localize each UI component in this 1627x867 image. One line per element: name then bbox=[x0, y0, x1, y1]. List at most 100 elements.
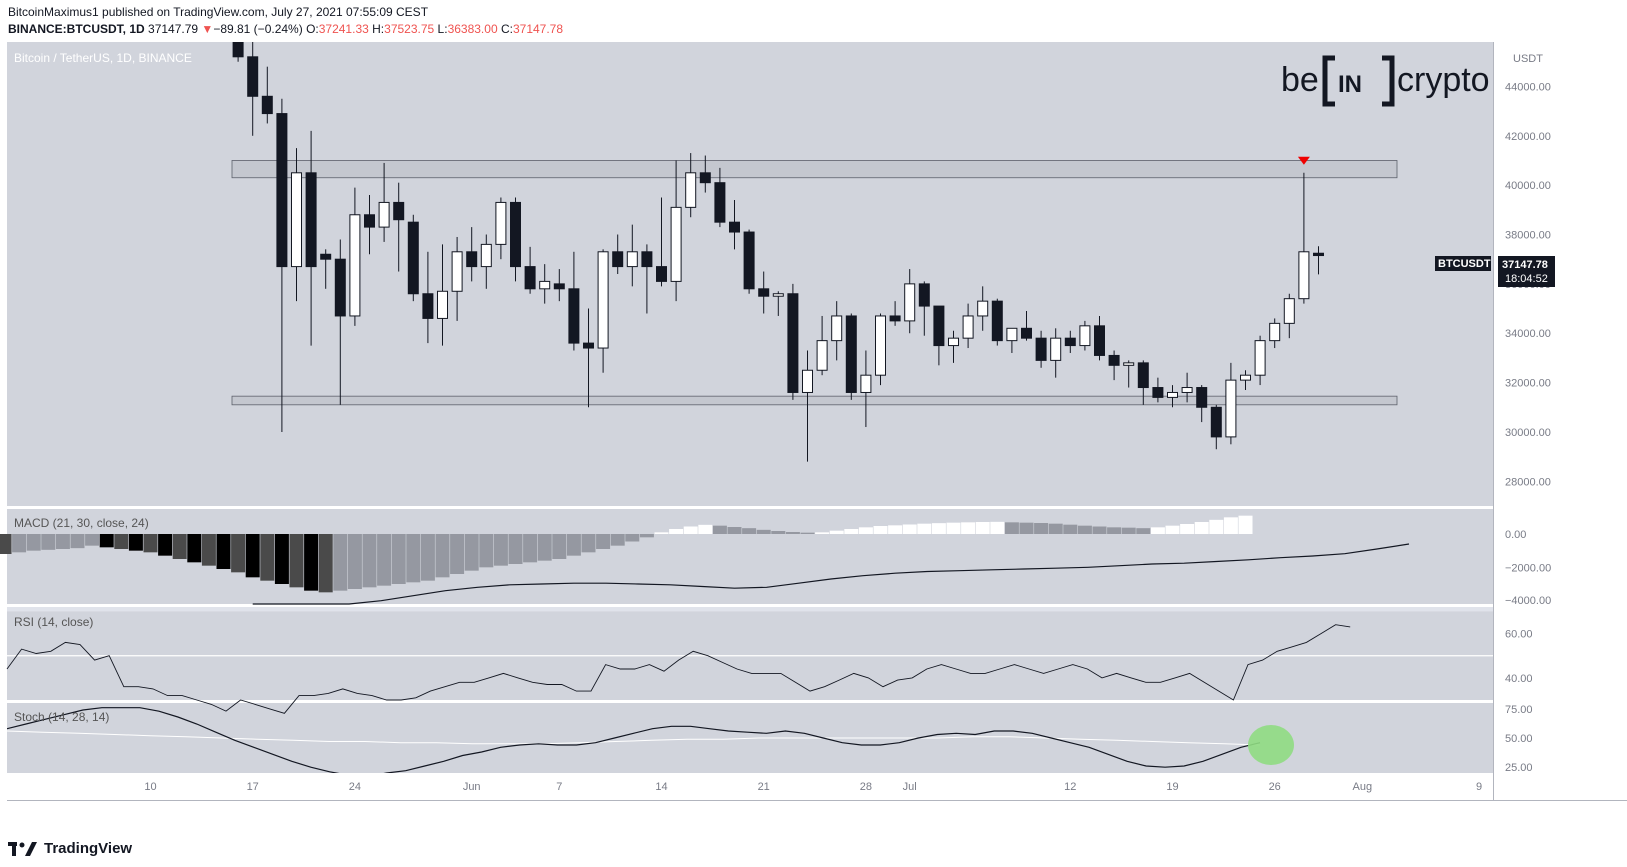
candle[interactable] bbox=[612, 251, 624, 268]
candle[interactable] bbox=[232, 12, 244, 58]
candle[interactable] bbox=[451, 251, 463, 292]
candle[interactable] bbox=[276, 113, 288, 268]
macd-title: MACD (21, 30, close, 24) bbox=[14, 516, 149, 530]
candle[interactable] bbox=[422, 293, 434, 319]
macd-histogram-bar bbox=[1063, 524, 1078, 534]
candle[interactable] bbox=[305, 172, 317, 268]
candle[interactable] bbox=[1050, 337, 1062, 361]
candle[interactable] bbox=[933, 305, 945, 347]
macd-signal-line bbox=[252, 543, 1410, 605]
candle[interactable] bbox=[524, 266, 536, 290]
candle[interactable] bbox=[437, 290, 448, 319]
candle[interactable] bbox=[772, 293, 784, 297]
candle[interactable] bbox=[1254, 340, 1266, 376]
candle[interactable] bbox=[816, 340, 828, 371]
candle[interactable] bbox=[1210, 406, 1222, 438]
time-tick-label: 14 bbox=[655, 781, 667, 793]
candle[interactable] bbox=[1094, 325, 1105, 356]
candle[interactable] bbox=[334, 258, 346, 317]
candle[interactable] bbox=[364, 214, 375, 228]
candle[interactable] bbox=[641, 251, 653, 268]
candle[interactable] bbox=[1021, 327, 1032, 339]
macd-histogram-bar bbox=[377, 534, 392, 586]
price-change: −89.81 (−0.24%) bbox=[213, 22, 303, 36]
candle[interactable] bbox=[466, 251, 478, 268]
candle[interactable] bbox=[291, 172, 302, 268]
macd-histogram-bar bbox=[333, 534, 348, 591]
candle[interactable] bbox=[699, 172, 711, 184]
candle[interactable] bbox=[1181, 387, 1193, 393]
candle[interactable] bbox=[860, 374, 872, 393]
candle[interactable] bbox=[802, 369, 813, 393]
candle[interactable] bbox=[977, 300, 989, 317]
logo-in: IN bbox=[1338, 71, 1362, 98]
candle[interactable] bbox=[1225, 379, 1237, 438]
macd-histogram-bar bbox=[931, 523, 946, 534]
candle[interactable] bbox=[729, 221, 740, 233]
candle[interactable] bbox=[510, 201, 521, 268]
macd-histogram-bar bbox=[610, 534, 625, 546]
candle[interactable] bbox=[597, 251, 609, 349]
symbol-tag-bg bbox=[1435, 256, 1491, 271]
candle[interactable] bbox=[787, 293, 799, 393]
macd-histogram-bar bbox=[1223, 517, 1238, 534]
macd-histogram-bar bbox=[391, 534, 406, 584]
candle[interactable] bbox=[1196, 387, 1208, 408]
macd-histogram-bar bbox=[566, 534, 581, 556]
candle[interactable] bbox=[320, 253, 332, 260]
candle[interactable] bbox=[1152, 387, 1164, 398]
candle[interactable] bbox=[962, 315, 974, 339]
candle[interactable] bbox=[378, 201, 390, 228]
candle[interactable] bbox=[553, 283, 565, 290]
candle[interactable] bbox=[685, 172, 697, 208]
candle[interactable] bbox=[1313, 252, 1324, 257]
candle[interactable] bbox=[1064, 337, 1076, 347]
candle[interactable] bbox=[743, 231, 755, 290]
macd-histogram-bar bbox=[523, 534, 538, 563]
stoch-tick-label: 75.00 bbox=[1505, 704, 1533, 716]
macd-histogram-bar bbox=[1004, 522, 1019, 534]
candle[interactable] bbox=[714, 182, 726, 223]
candle[interactable] bbox=[991, 300, 1003, 342]
candle[interactable] bbox=[1167, 391, 1178, 398]
candle[interactable] bbox=[904, 283, 916, 322]
candle[interactable] bbox=[407, 221, 419, 295]
countdown-tag: 18:04:52 bbox=[1505, 273, 1548, 285]
candle[interactable] bbox=[875, 315, 886, 376]
candle[interactable] bbox=[480, 243, 492, 268]
candle[interactable] bbox=[1123, 362, 1135, 366]
price-tick-label: 28000.00 bbox=[1505, 476, 1551, 488]
candle[interactable] bbox=[583, 342, 594, 349]
candle[interactable] bbox=[247, 56, 259, 97]
candle[interactable] bbox=[758, 288, 770, 297]
candle[interactable] bbox=[670, 206, 682, 282]
macd-histogram-bar bbox=[1092, 526, 1107, 534]
price-tick-label: 42000.00 bbox=[1505, 131, 1551, 143]
candle[interactable] bbox=[393, 201, 405, 221]
candle[interactable] bbox=[1006, 327, 1018, 342]
candle[interactable] bbox=[568, 288, 580, 344]
stoch-title: Stoch (14, 28, 14) bbox=[14, 710, 109, 724]
candle[interactable] bbox=[539, 280, 551, 290]
candle[interactable] bbox=[261, 95, 273, 115]
candle[interactable] bbox=[626, 251, 638, 268]
candle[interactable] bbox=[948, 337, 959, 347]
tradingview-logo[interactable]: TradingView bbox=[8, 840, 132, 857]
candle[interactable] bbox=[656, 266, 667, 282]
candle[interactable] bbox=[1137, 362, 1149, 389]
candle[interactable] bbox=[1079, 325, 1091, 347]
candle[interactable] bbox=[1269, 322, 1281, 342]
candle[interactable] bbox=[1108, 354, 1120, 366]
candle[interactable] bbox=[1298, 251, 1310, 300]
candle[interactable] bbox=[1283, 298, 1295, 324]
candle[interactable] bbox=[1240, 374, 1251, 381]
candle[interactable] bbox=[831, 315, 843, 342]
candle[interactable] bbox=[1035, 337, 1047, 361]
candle[interactable] bbox=[495, 201, 507, 245]
price-tag: 37147.78 bbox=[1502, 259, 1548, 271]
candle[interactable] bbox=[918, 283, 930, 307]
candle[interactable] bbox=[349, 214, 361, 317]
candle[interactable] bbox=[889, 315, 901, 322]
candle[interactable] bbox=[845, 315, 857, 393]
